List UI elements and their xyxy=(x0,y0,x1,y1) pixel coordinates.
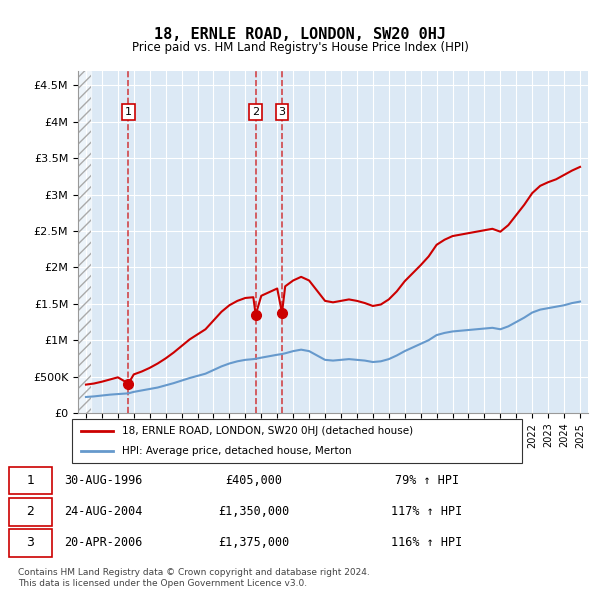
Bar xyxy=(78,71,91,413)
Text: Contains HM Land Registry data © Crown copyright and database right 2024.: Contains HM Land Registry data © Crown c… xyxy=(18,568,370,576)
Text: 24-AUG-2004: 24-AUG-2004 xyxy=(64,505,142,519)
Text: £405,000: £405,000 xyxy=(226,474,283,487)
FancyBboxPatch shape xyxy=(72,419,522,463)
Text: 30-AUG-1996: 30-AUG-1996 xyxy=(64,474,142,487)
Text: 79% ↑ HPI: 79% ↑ HPI xyxy=(395,474,459,487)
Text: 18, ERNLE ROAD, LONDON, SW20 0HJ: 18, ERNLE ROAD, LONDON, SW20 0HJ xyxy=(154,27,446,41)
Text: HPI: Average price, detached house, Merton: HPI: Average price, detached house, Mert… xyxy=(121,446,351,455)
Text: 18, ERNLE ROAD, LONDON, SW20 0HJ (detached house): 18, ERNLE ROAD, LONDON, SW20 0HJ (detach… xyxy=(121,427,413,436)
FancyBboxPatch shape xyxy=(9,498,52,526)
Text: 20-APR-2006: 20-APR-2006 xyxy=(64,536,142,549)
Text: 3: 3 xyxy=(278,107,286,117)
Text: £1,375,000: £1,375,000 xyxy=(218,536,290,549)
Text: 2: 2 xyxy=(26,505,34,519)
FancyBboxPatch shape xyxy=(9,467,52,494)
FancyBboxPatch shape xyxy=(9,529,52,556)
Text: Price paid vs. HM Land Registry's House Price Index (HPI): Price paid vs. HM Land Registry's House … xyxy=(131,41,469,54)
Text: 116% ↑ HPI: 116% ↑ HPI xyxy=(391,536,463,549)
Text: 117% ↑ HPI: 117% ↑ HPI xyxy=(391,505,463,519)
Text: This data is licensed under the Open Government Licence v3.0.: This data is licensed under the Open Gov… xyxy=(18,579,307,588)
Text: 1: 1 xyxy=(125,107,132,117)
Text: £1,350,000: £1,350,000 xyxy=(218,505,290,519)
Text: 2: 2 xyxy=(252,107,259,117)
Bar xyxy=(78,71,91,413)
Text: 3: 3 xyxy=(26,536,34,549)
Text: 1: 1 xyxy=(26,474,34,487)
